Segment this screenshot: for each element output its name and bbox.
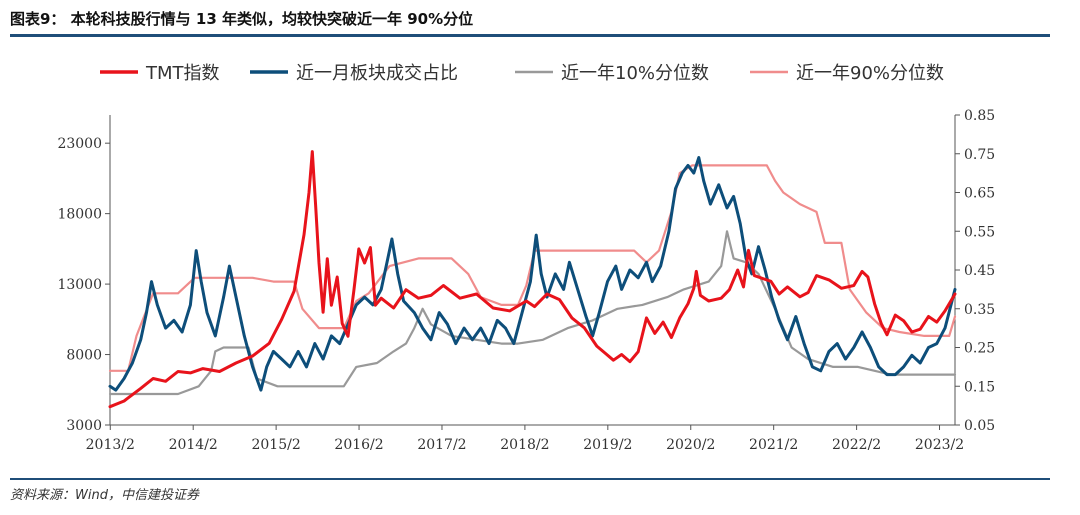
chart: 3000 8000 13000 18000 23000 0.05 0.15 0.25 0.35 0… [57, 63, 995, 453]
right-tick-label: 0.35 [964, 302, 995, 318]
right-tick-label: 0.85 [964, 108, 995, 124]
page-title: 图表9： 本轮科技股行情与 13 年类似，均较快突破近一年 90%分位 [10, 10, 474, 28]
left-tick-label: 18000 [57, 207, 102, 223]
x-tick-label: 2018/2 [500, 437, 549, 453]
right-tick-label: 0.05 [964, 418, 995, 434]
x-tick-label: 2020/2 [666, 437, 715, 453]
source-note: 资料来源：Wind，中信建投证券 [10, 488, 199, 503]
right-tick-label: 0.15 [964, 379, 995, 395]
left-tick-label: 23000 [57, 136, 102, 152]
x-tick-label: 2023/2 [915, 437, 964, 453]
right-tick-label: 0.65 [964, 186, 995, 202]
axes: 3000 8000 13000 18000 23000 0.05 0.15 0.25 0.35 0… [57, 108, 995, 453]
left-tick-label: 3000 [66, 418, 102, 434]
left-tick-label: 13000 [57, 277, 102, 293]
legend: TMT指数 近一月板块成交占比 近一年10%分位数 近一年90%分位数 [100, 63, 944, 84]
right-tick-label: 0.45 [964, 263, 995, 279]
right-tick-label: 0.75 [964, 147, 995, 163]
x-tick-label: 2019/2 [583, 437, 632, 453]
legend-label: 近一年90%分位数 [796, 63, 944, 84]
x-tick-label: 2016/2 [334, 437, 383, 453]
x-tick-label: 2017/2 [417, 437, 466, 453]
series-line-2 [108, 156, 957, 392]
legend-label: 近一月板块成交占比 [296, 63, 458, 84]
right-tick-label: 0.55 [964, 224, 995, 240]
x-tick-label: 2013/2 [86, 437, 135, 453]
x-tick-label: 2015/2 [251, 437, 300, 453]
title-rule [10, 34, 1050, 37]
series-line-1 [108, 150, 957, 409]
series-layer [108, 150, 957, 409]
x-tick-label: 2022/2 [832, 437, 881, 453]
series-line-4 [108, 164, 957, 372]
right-tick-label: 0.25 [964, 341, 995, 357]
legend-label: 近一年10%分位数 [561, 63, 709, 84]
legend-label: TMT指数 [145, 63, 220, 84]
x-tick-label: 2014/2 [169, 437, 218, 453]
left-tick-label: 8000 [66, 348, 102, 364]
x-tick-label: 2021/2 [749, 437, 798, 453]
footer-rule [10, 478, 1050, 480]
